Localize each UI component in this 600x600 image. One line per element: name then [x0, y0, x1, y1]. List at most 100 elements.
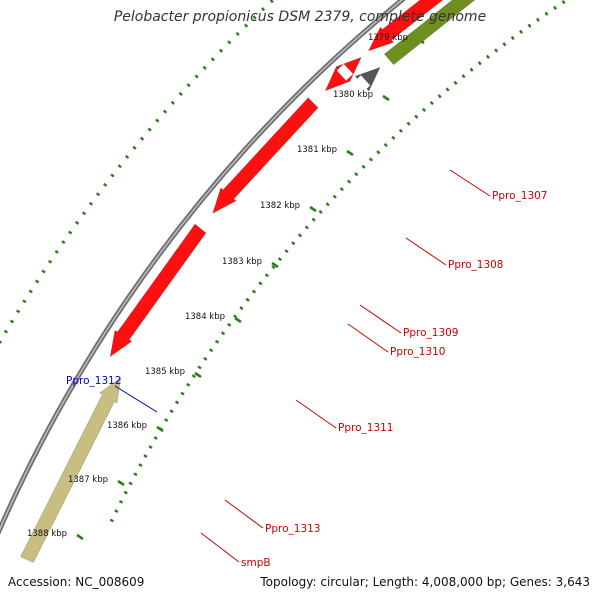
gene-arrow	[212, 97, 319, 214]
scale-label: 1381 kbp	[297, 145, 337, 155]
inner-tick	[239, 306, 244, 311]
outer-tick	[210, 57, 215, 62]
inner-tick	[553, 5, 557, 11]
accession-text: Accession: NC_008609	[8, 575, 145, 589]
major-tick	[346, 149, 354, 157]
inner-tick	[297, 233, 303, 238]
leader-line	[449, 169, 491, 197]
gene-label: Ppro_1307	[492, 190, 547, 202]
inner-tick	[544, 11, 549, 16]
leader-line	[405, 237, 447, 266]
outer-tick	[252, 15, 257, 20]
inner-tick	[220, 331, 226, 336]
leader-line	[114, 385, 158, 413]
inner-tick	[406, 121, 411, 126]
gene-label: Ppro_1313	[265, 523, 320, 535]
inner-tick	[128, 481, 133, 486]
inner-tick	[469, 67, 474, 72]
scale-label: 1386 kbp	[107, 421, 147, 431]
inner-tick	[153, 436, 158, 440]
inner-tick	[169, 409, 174, 414]
inner-tick	[109, 518, 114, 523]
outer-tick	[103, 182, 108, 187]
inner-tick	[271, 265, 276, 270]
outer-tick	[0, 340, 3, 344]
inner-tick	[284, 249, 289, 254]
inner-tick	[191, 374, 196, 379]
outer-tick	[178, 91, 183, 96]
outer-tick	[202, 65, 207, 70]
inner-tick	[535, 17, 540, 22]
inner-tick	[502, 42, 507, 47]
inner-tick	[114, 509, 119, 514]
gene-arrow	[324, 66, 351, 92]
inner-tick	[251, 289, 257, 294]
outer-tick	[260, 7, 266, 12]
inner-tick	[258, 281, 263, 286]
scale-label: 1382 kbp	[260, 201, 300, 211]
outer-tick	[9, 319, 15, 324]
scale-label: 1387 kbp	[68, 475, 108, 485]
inner-tick	[477, 61, 482, 66]
inner-tick	[391, 135, 396, 140]
leader-line	[295, 399, 337, 429]
inner-tick	[453, 80, 458, 85]
outer-tick	[227, 40, 232, 45]
inner-tick	[186, 382, 191, 387]
outer-tick	[235, 31, 240, 37]
inner-tick	[527, 23, 532, 28]
outer-tick	[95, 192, 101, 197]
inner-tick	[445, 87, 450, 92]
gene-arrow	[335, 56, 362, 82]
inner-tick	[148, 445, 153, 449]
scale-label: 1385 kbp	[145, 367, 185, 377]
outer-tick	[218, 48, 224, 53]
inner-tick	[227, 322, 232, 327]
gene-arrow	[109, 223, 207, 358]
inner-tick	[264, 273, 269, 278]
outer-tick	[170, 100, 175, 105]
inner-tick	[233, 314, 238, 319]
outer-tick	[54, 249, 59, 254]
outer-tick	[16, 309, 21, 314]
leader-line	[359, 304, 402, 334]
inner-tick	[133, 472, 138, 477]
outer-tick	[28, 289, 33, 294]
outer-tick	[110, 173, 115, 178]
inner-tick	[561, 0, 566, 5]
inner-tick	[325, 202, 330, 207]
gene-label: smpB	[241, 557, 271, 569]
inner-tick	[339, 187, 344, 192]
inner-tick	[174, 400, 180, 405]
outer-tick	[81, 211, 87, 216]
gene-arrow	[367, 0, 444, 52]
outer-tick	[3, 329, 9, 334]
major-tick	[117, 479, 125, 487]
outer-tick	[47, 259, 53, 264]
inner-tick	[277, 257, 283, 262]
outer-tick	[194, 74, 199, 79]
scale-label: 1380 kbp	[333, 90, 373, 100]
inner-tick	[123, 490, 128, 495]
inner-tick	[485, 54, 490, 59]
inner-tick	[311, 217, 316, 222]
map-title: Pelobacter propionicus DSM 2379, complet…	[113, 9, 487, 25]
inner-tick	[414, 114, 419, 119]
inner-tick	[510, 35, 515, 41]
inner-tick	[245, 297, 250, 302]
gene-arrow	[354, 66, 381, 92]
outer-tick	[269, 0, 274, 4]
inner-tick	[318, 209, 323, 215]
outer-tick	[117, 164, 122, 169]
inner-tick	[291, 241, 296, 246]
genome-summary: Topology: circular; Length: 4,008,000 bp…	[260, 575, 590, 589]
leader-line	[224, 499, 264, 529]
inner-tick	[376, 150, 381, 155]
inner-tick	[494, 48, 499, 53]
inner-tick	[383, 142, 388, 148]
inner-tick	[437, 94, 442, 99]
label-leaders	[114, 169, 491, 563]
inner-tick	[214, 339, 220, 344]
scale-label: 1383 kbp	[222, 257, 262, 267]
